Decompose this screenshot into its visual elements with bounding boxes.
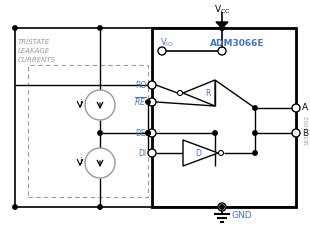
Text: 16337-002: 16337-002 xyxy=(304,115,309,145)
Circle shape xyxy=(292,104,300,112)
Text: A: A xyxy=(302,104,308,113)
Text: TRISTATE: TRISTATE xyxy=(18,39,50,45)
Text: B: B xyxy=(302,128,308,138)
Text: DI: DI xyxy=(138,148,146,158)
Circle shape xyxy=(98,26,102,30)
Circle shape xyxy=(218,47,226,55)
Circle shape xyxy=(98,131,102,135)
Polygon shape xyxy=(183,80,215,106)
Circle shape xyxy=(253,106,257,110)
Circle shape xyxy=(148,98,156,106)
Text: RO: RO xyxy=(135,81,146,89)
Circle shape xyxy=(98,205,102,209)
Circle shape xyxy=(13,26,17,30)
Circle shape xyxy=(148,149,156,157)
Text: ADM3066E: ADM3066E xyxy=(210,39,264,47)
Circle shape xyxy=(13,205,17,209)
Circle shape xyxy=(220,26,224,30)
Circle shape xyxy=(219,151,224,155)
Text: $\overline{RE}$: $\overline{RE}$ xyxy=(134,96,146,108)
Circle shape xyxy=(146,131,150,135)
Text: i: i xyxy=(79,99,81,108)
Bar xyxy=(152,28,296,207)
Circle shape xyxy=(148,129,156,137)
Circle shape xyxy=(292,129,300,137)
Circle shape xyxy=(148,81,156,89)
Text: CURRENTS: CURRENTS xyxy=(18,57,56,63)
Circle shape xyxy=(158,47,166,55)
Text: R: R xyxy=(205,89,211,99)
Text: LEAKAGE: LEAKAGE xyxy=(18,48,50,54)
Text: DE: DE xyxy=(135,128,146,138)
Circle shape xyxy=(178,91,183,96)
Circle shape xyxy=(146,100,150,104)
Circle shape xyxy=(220,26,224,30)
Text: i: i xyxy=(79,156,81,165)
Polygon shape xyxy=(183,140,218,166)
Circle shape xyxy=(253,151,257,155)
Circle shape xyxy=(146,131,150,135)
Text: D: D xyxy=(195,150,201,158)
Circle shape xyxy=(218,203,226,211)
Circle shape xyxy=(220,205,224,209)
Polygon shape xyxy=(216,22,228,28)
Circle shape xyxy=(85,148,115,178)
Text: $\mathregular{V_{CC}}$: $\mathregular{V_{CC}}$ xyxy=(214,3,230,15)
Text: GND: GND xyxy=(232,212,253,220)
Bar xyxy=(28,65,148,197)
Circle shape xyxy=(253,131,257,135)
Circle shape xyxy=(213,131,217,135)
Circle shape xyxy=(85,90,115,120)
Text: $\mathregular{V_{IO}}$: $\mathregular{V_{IO}}$ xyxy=(160,37,174,49)
